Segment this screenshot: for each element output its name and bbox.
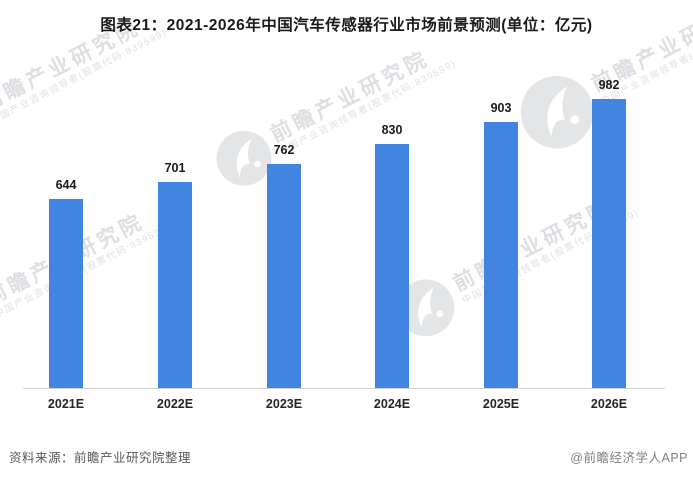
x-axis-label: 2021E: [47, 397, 85, 411]
bar-2022E: [158, 182, 192, 388]
bar-2023E: [267, 164, 301, 388]
x-axis-label: 2022E: [156, 397, 194, 411]
attribution: @前瞻经济学人APP: [570, 451, 688, 465]
x-axis-label: 2024E: [373, 397, 411, 411]
bar-2026E: [592, 99, 626, 388]
source-note: 资料来源：前瞻产业研究院整理: [9, 451, 192, 465]
bar-value-label: 701: [164, 161, 186, 175]
bar-value-label: 830: [381, 123, 403, 137]
bar-value-label: 982: [598, 78, 620, 92]
chart-title: 图表21：2021-2026年中国汽车传感器行业市场前景预测(单位：亿元): [100, 17, 593, 34]
x-axis-label: 2023E: [265, 397, 303, 411]
bar-2024E: [375, 144, 409, 388]
bar-2021E: [49, 199, 83, 388]
bar-value-label: 903: [490, 101, 512, 115]
bar-value-label: 762: [273, 143, 295, 157]
x-axis-line: [23, 388, 665, 389]
x-axis-label: 2026E: [590, 397, 628, 411]
bar-2025E: [484, 122, 518, 388]
x-axis-label: 2025E: [482, 397, 520, 411]
bar-value-label: 644: [55, 178, 77, 192]
